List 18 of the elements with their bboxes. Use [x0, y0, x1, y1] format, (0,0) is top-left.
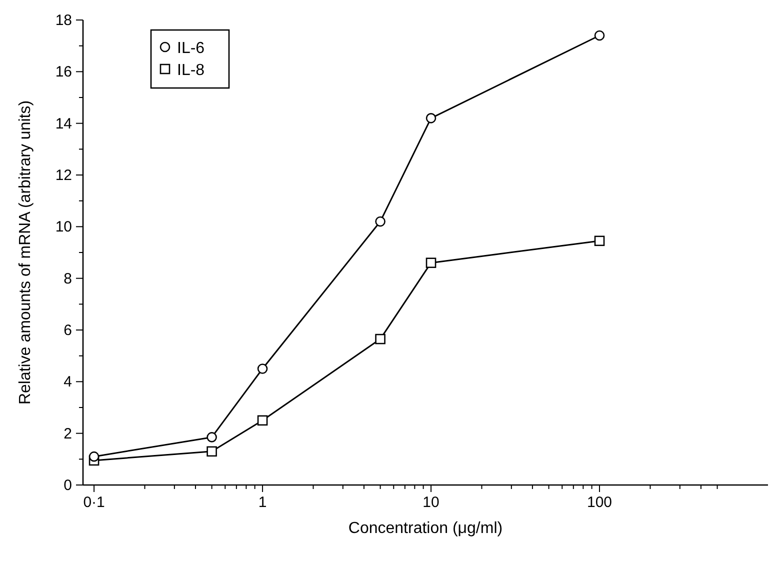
x-tick-label: 10 — [422, 494, 440, 511]
y-tick-label: 2 — [64, 425, 72, 442]
x-tick-label: 100 — [586, 494, 612, 511]
y-tick-label: 14 — [55, 115, 72, 132]
y-tick-label: 8 — [64, 270, 72, 288]
y-tick-label: 4 — [64, 374, 72, 391]
x-tick-label: 0·1 — [83, 494, 105, 511]
legend-label: IL-8 — [177, 62, 205, 79]
y-tick-label: 6 — [64, 322, 72, 339]
x-axis-title: Concentration (μg/ml) — [348, 520, 503, 537]
x-tick-label: 1 — [258, 494, 267, 511]
y-tick-label: 18 — [55, 12, 72, 29]
y-axis-title: Relative amounts of mRNA (arbitrary units) — [17, 100, 34, 405]
y-tick-label: 0 — [64, 477, 72, 494]
y-tick-label: 12 — [55, 167, 72, 184]
y-tick-label: 16 — [55, 64, 72, 81]
y-tick-label: 10 — [55, 218, 72, 236]
legend-label: IL-6 — [177, 40, 205, 57]
